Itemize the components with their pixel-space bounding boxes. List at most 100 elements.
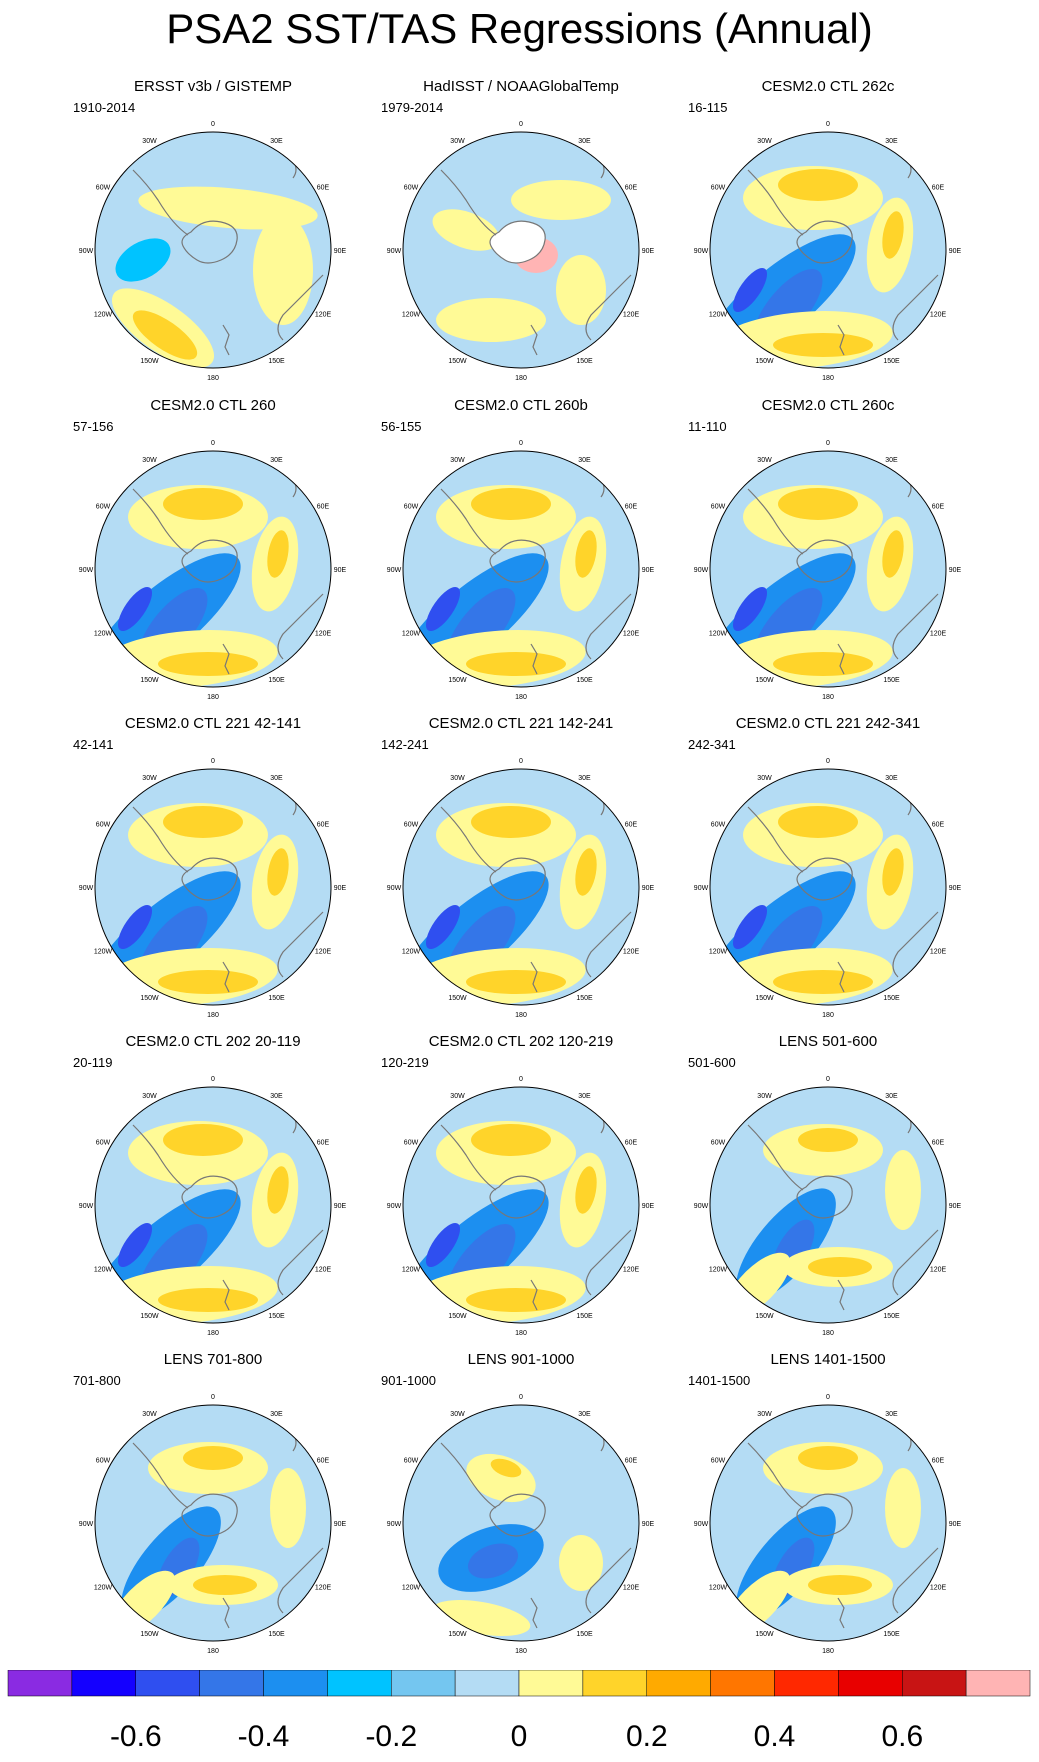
regression-contour — [163, 1124, 243, 1156]
longitude-label: 180 — [515, 694, 527, 701]
south-america-coastline — [440, 806, 497, 873]
longitude-label: 120W — [94, 1585, 113, 1592]
regression-contour — [466, 652, 566, 676]
regression-contour — [885, 1150, 921, 1230]
colorbar-tick-label: 0.2 — [626, 1720, 668, 1753]
panel-period: 501-600 — [688, 1055, 736, 1070]
longitude-label: 60W — [404, 1140, 419, 1147]
regression-contour — [466, 970, 566, 994]
regression-contour — [773, 333, 873, 357]
longitude-label: 0 — [519, 758, 523, 765]
panel-title: LENS 1401-1500 — [770, 1351, 886, 1368]
regression-contour — [158, 652, 258, 676]
colorbar-swatch — [135, 1670, 200, 1697]
map-panel: CESM2.0 CTL 221 42-141 42-141 0 30E 60E 90E 12… — [60, 715, 366, 1025]
longitude-label: 30E — [578, 138, 591, 145]
regression-contour — [270, 1468, 306, 1548]
regression-contour — [490, 1458, 522, 1478]
longitude-label: 180 — [207, 1648, 219, 1655]
regression-contour — [773, 652, 873, 676]
regression-contour — [425, 1222, 461, 1268]
longitude-label: 150W — [448, 358, 467, 365]
longitude-label: 120W — [709, 631, 728, 638]
longitude-label: 90W — [387, 885, 402, 892]
polar-map: 0 30E 60E 90E 120E 150E 180 150W 120W 90W 60W 30W — [79, 440, 347, 701]
longitude-label: 180 — [515, 375, 527, 382]
map-panel: LENS 901-1000 901-1000 0 30E 60E 90E 120E 150E 1… — [368, 1351, 674, 1661]
regression-contour — [773, 970, 873, 994]
colorbar-tick-label: -0.2 — [365, 1720, 417, 1753]
longitude-label: 60E — [932, 504, 945, 511]
antarctica-coastline — [181, 1175, 238, 1219]
longitude-label: 30E — [578, 457, 591, 464]
colorbar-swatch — [327, 1670, 392, 1697]
longitude-label: 150W — [140, 1631, 159, 1638]
polar-map: 0 30E 60E 90E 120E 150E 180 150W 120W 90W 60W 30W — [387, 758, 655, 1019]
longitude-label: 150E — [268, 358, 285, 365]
longitude-label: 120E — [930, 312, 947, 319]
colorbar-swatch — [774, 1670, 839, 1697]
map-panel: CESM2.0 CTL 221 242-341 242-341 0 30E 60E 90E… — [675, 715, 981, 1025]
longitude-label: 150E — [576, 677, 593, 684]
longitude-label: 60E — [625, 822, 638, 829]
longitude-label: 150W — [755, 677, 774, 684]
australia-coastline — [585, 911, 632, 978]
regression-contour — [471, 488, 551, 520]
regression-contour — [575, 530, 597, 578]
antarctica-coastline — [181, 220, 238, 264]
longitude-label: 180 — [515, 1012, 527, 1019]
longitude-label: 0 — [211, 121, 215, 128]
longitude-label: 30E — [578, 1093, 591, 1100]
map-panel: HadISST / NOAAGlobalTemp 1979-2014 0 30E 60E… — [368, 78, 674, 388]
longitude-label: 0 — [826, 758, 830, 765]
colorbar-swatch — [199, 1670, 264, 1697]
polar-map: 0 30E 60E 90E 120E 150E 180 150W 120W 90W 60W 30W — [387, 1394, 655, 1655]
panel-title: CESM2.0 CTL 260 — [150, 397, 276, 414]
longitude-label: 120W — [402, 312, 421, 319]
map-boundary — [94, 1404, 332, 1642]
polar-map: 0 30E 60E 90E 120E 150E 180 150W 120W 90W 60W 30W — [79, 758, 347, 1019]
longitude-label: 180 — [207, 1012, 219, 1019]
polar-map: 0 30E 60E 90E 120E 150E 180 150W 120W 90W 60W 30W — [387, 121, 655, 382]
longitude-label: 150E — [268, 1631, 285, 1638]
panel-period: 701-800 — [73, 1373, 121, 1388]
longitude-label: 180 — [822, 1012, 834, 1019]
longitude-label: 120W — [709, 312, 728, 319]
regression-contour — [471, 1124, 551, 1156]
regression-contour — [183, 1446, 243, 1470]
colorbar-swatch — [646, 1670, 711, 1697]
longitude-label: 150E — [883, 358, 900, 365]
longitude-label: 90E — [949, 885, 962, 892]
figure-title: PSA2 SST/TAS Regressions (Annual) — [166, 5, 873, 52]
panel-title: CESM2.0 CTL 260b — [454, 397, 588, 414]
longitude-label: 60E — [932, 822, 945, 829]
longitude-label: 60E — [625, 504, 638, 511]
longitude-label: 0 — [826, 1394, 830, 1401]
regression-contour — [511, 180, 611, 220]
regression-contour — [466, 1288, 566, 1312]
map-boundary — [94, 1086, 332, 1324]
longitude-label: 60W — [711, 185, 726, 192]
panel-title: CESM2.0 CTL 221 242-341 — [735, 715, 921, 732]
colorbar-swatch — [71, 1670, 137, 1697]
colorbar-swatch — [838, 1670, 903, 1697]
longitude-label: 120E — [623, 312, 640, 319]
longitude-label: 90W — [79, 567, 94, 574]
polar-map: 0 30E 60E 90E 120E 150E 180 150W 120W 90W 60W 30W — [694, 1076, 962, 1337]
polar-map: 0 30E 60E 90E 120E 150E 180 150W 120W 90W 60W 30W — [79, 1394, 347, 1655]
longitude-label: 60E — [317, 185, 330, 192]
longitude-label: 90E — [949, 1203, 962, 1210]
longitude-label: 60W — [404, 1458, 419, 1465]
longitude-label: 60E — [317, 504, 330, 511]
panel-period: 1910-2014 — [73, 100, 136, 115]
longitude-label: 120W — [709, 1267, 728, 1274]
longitude-label: 90W — [387, 567, 402, 574]
panel-title: CESM2.0 CTL 260c — [761, 397, 895, 414]
panel-title: LENS 501-600 — [778, 1033, 878, 1050]
panel-period: 142-241 — [381, 737, 429, 752]
map-boundary — [94, 768, 332, 1006]
polar-map: 0 30E 60E 90E 120E 150E 180 150W 120W 90W 60W 30W — [694, 121, 962, 382]
antarctica-coastline — [181, 857, 238, 901]
map-boundary — [709, 1086, 947, 1324]
longitude-label: 30E — [885, 1411, 898, 1418]
